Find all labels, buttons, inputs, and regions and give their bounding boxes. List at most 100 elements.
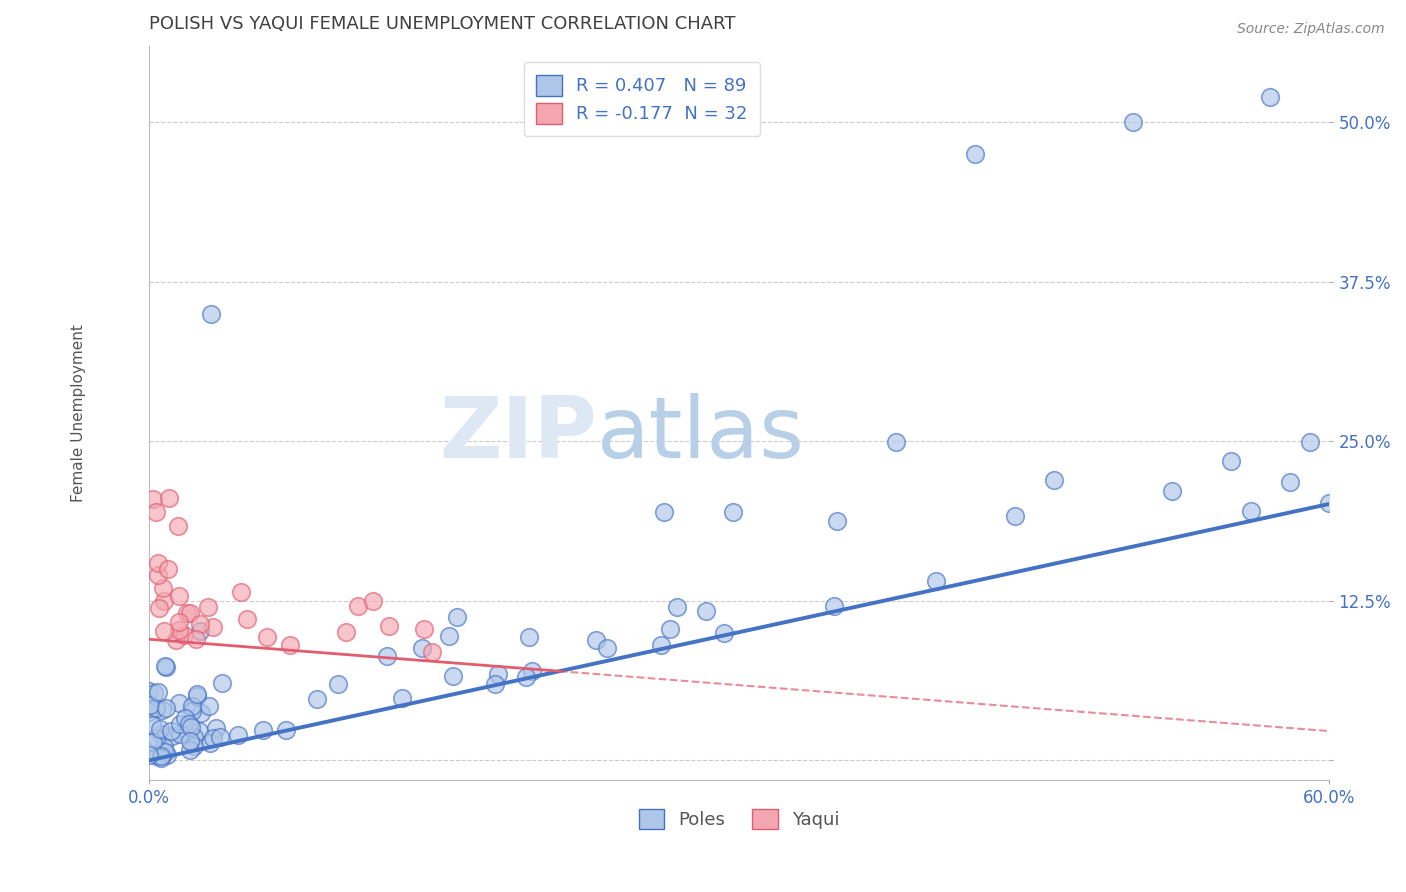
Point [167, 696, 190, 710]
Point [1220, 454, 1243, 468]
Point [437, 629, 460, 643]
Point [152, 624, 174, 639]
Point [515, 670, 537, 684]
Point [377, 619, 399, 633]
Point [486, 667, 509, 681]
Point [347, 599, 370, 614]
Point [713, 626, 735, 640]
Point [200, 307, 222, 321]
Point [173, 628, 195, 642]
Point [169, 623, 191, 637]
Point [153, 659, 176, 673]
Point [652, 505, 675, 519]
Point [274, 723, 297, 738]
Point [202, 731, 225, 745]
Point [188, 624, 211, 639]
Point [965, 147, 987, 161]
Text: ZIP: ZIP [440, 393, 598, 476]
Point [179, 717, 201, 731]
Point [183, 739, 205, 753]
Point [165, 632, 187, 647]
Point [666, 600, 689, 615]
Point [361, 593, 384, 607]
Point [1317, 496, 1340, 510]
Text: POLISH VS YAQUI FEMALE UNEMPLOYMENT CORRELATION CHART: POLISH VS YAQUI FEMALE UNEMPLOYMENT CORR… [149, 15, 735, 33]
Point [391, 691, 413, 706]
Point [146, 556, 169, 570]
Point [1004, 508, 1026, 523]
Point [153, 745, 176, 759]
Point [157, 491, 180, 505]
Point [186, 690, 208, 704]
Point [1043, 474, 1066, 488]
Point [201, 619, 224, 633]
Point [160, 729, 183, 743]
Point [167, 518, 190, 533]
Point [695, 604, 717, 618]
Point [925, 574, 948, 588]
Point [186, 687, 208, 701]
Point [197, 599, 219, 614]
Text: Source: ZipAtlas.com: Source: ZipAtlas.com [1237, 22, 1385, 37]
Point [328, 677, 350, 691]
Point [517, 630, 540, 644]
Point [155, 701, 177, 715]
Point [139, 698, 162, 713]
Point [167, 589, 190, 603]
Point [596, 640, 619, 655]
Point [179, 734, 201, 748]
Point [484, 676, 506, 690]
Point [187, 723, 209, 738]
Point [585, 632, 607, 647]
Point [650, 638, 672, 652]
Point [146, 749, 169, 764]
Point [169, 727, 191, 741]
Point [1240, 503, 1263, 517]
Point [176, 607, 198, 621]
Point [138, 747, 160, 762]
Point [152, 581, 174, 595]
Point [198, 736, 221, 750]
Point [1278, 475, 1301, 490]
Point [256, 631, 278, 645]
Point [413, 622, 436, 636]
Point [179, 607, 201, 621]
Point [138, 683, 160, 698]
Point [188, 617, 211, 632]
Point [145, 731, 167, 746]
Point [138, 702, 160, 716]
Point [138, 706, 160, 720]
Point [236, 612, 259, 626]
Point [149, 750, 172, 764]
Point [190, 706, 212, 721]
Point [179, 743, 201, 757]
Legend: Poles, Yaqui: Poles, Yaqui [631, 801, 846, 837]
Point [142, 734, 165, 748]
Point [375, 649, 398, 664]
Y-axis label: Female Unemployment: Female Unemployment [72, 324, 86, 501]
Point [1298, 435, 1320, 450]
Point [153, 593, 176, 607]
Point [180, 704, 202, 718]
Point [211, 675, 233, 690]
Point [229, 585, 252, 599]
Point [208, 730, 231, 744]
Point [169, 716, 191, 731]
Point [226, 728, 249, 742]
Point [180, 720, 202, 734]
Point [149, 727, 172, 741]
Point [141, 718, 163, 732]
Point [335, 624, 357, 639]
Point [723, 505, 745, 519]
Point [183, 730, 205, 744]
Point [142, 686, 165, 700]
Point [1122, 115, 1144, 129]
Point [305, 691, 328, 706]
Point [156, 748, 179, 763]
Point [145, 505, 167, 519]
Text: atlas: atlas [598, 393, 806, 476]
Point [146, 568, 169, 582]
Point [278, 638, 301, 652]
Point [1161, 483, 1184, 498]
Point [420, 645, 443, 659]
